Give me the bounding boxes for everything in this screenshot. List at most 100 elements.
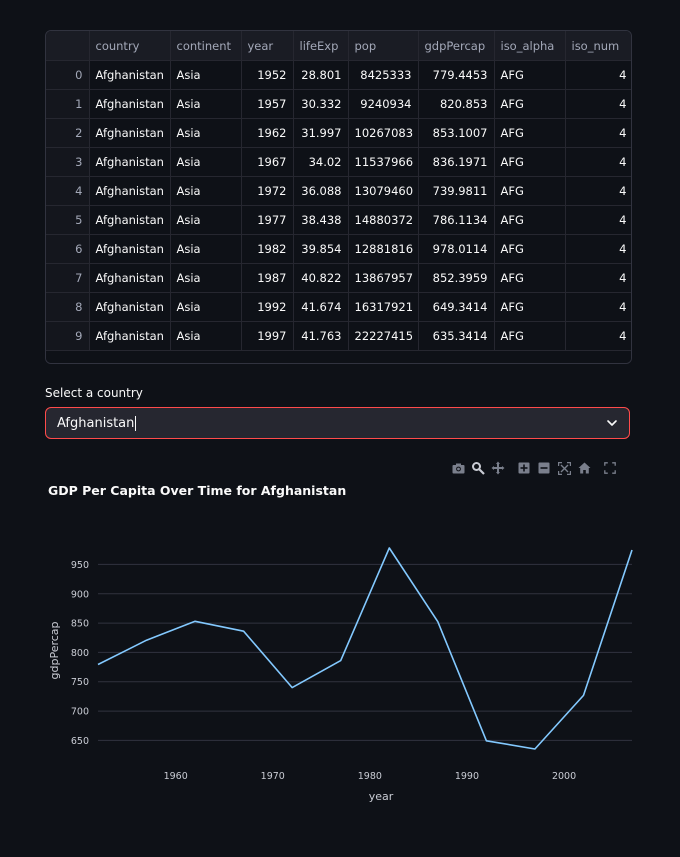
table-cell[interactable]: 41.763 [293, 321, 349, 351]
chevron-down-icon[interactable] [605, 416, 619, 430]
table-cell[interactable]: Asia [170, 321, 242, 351]
row-index-cell[interactable]: 6 [46, 234, 90, 264]
row-index-cell[interactable]: 5 [46, 205, 90, 235]
table-cell[interactable]: AFG [494, 292, 566, 322]
table-cell[interactable]: 978.0114 [418, 234, 495, 264]
table-cell[interactable]: 1967 [241, 147, 294, 177]
table-cell[interactable]: Asia [170, 263, 242, 293]
autoscale-icon[interactable] [556, 460, 572, 476]
table-cell[interactable]: 31.997 [293, 118, 349, 148]
table-cell[interactable]: 9240934 [348, 89, 419, 119]
table-cell[interactable]: 4 [565, 321, 631, 351]
table-cell[interactable]: Asia [170, 176, 242, 206]
zoom-out-icon[interactable] [536, 460, 552, 476]
dataframe[interactable]: country continent year lifeExp pop gdpPercap i… [45, 30, 632, 364]
table-cell[interactable]: 16317921 [348, 292, 419, 322]
table-cell[interactable]: Afghanistan [89, 176, 171, 206]
table-cell[interactable]: 4 [565, 118, 631, 148]
table-cell[interactable]: 1972 [241, 176, 294, 206]
table-cell[interactable]: Afghanistan [89, 89, 171, 119]
table-cell[interactable]: 13079460 [348, 176, 419, 206]
table-cell[interactable]: Asia [170, 60, 242, 90]
line-chart[interactable]: GDP Per Capita Over Time for Afghanistan… [0, 470, 680, 820]
row-index-cell[interactable]: 9 [46, 321, 90, 351]
table-cell[interactable]: 28.801 [293, 60, 349, 90]
column-header[interactable]: pop [348, 31, 419, 61]
table-cell[interactable]: 38.438 [293, 205, 349, 235]
row-index-cell[interactable]: 1 [46, 89, 90, 119]
column-header[interactable]: iso_num [565, 31, 631, 61]
table-cell[interactable]: AFG [494, 60, 566, 90]
row-index-cell[interactable]: 4 [46, 176, 90, 206]
table-cell[interactable]: Asia [170, 292, 242, 322]
table-cell[interactable]: 12881816 [348, 234, 419, 264]
column-header[interactable]: gdpPercap [418, 31, 495, 61]
table-cell[interactable]: Afghanistan [89, 321, 171, 351]
table-cell[interactable]: Asia [170, 205, 242, 235]
column-header[interactable]: lifeExp [293, 31, 349, 61]
country-select-value[interactable]: Afghanistan [57, 415, 137, 431]
table-cell[interactable]: 1962 [241, 118, 294, 148]
table-cell[interactable]: 40.822 [293, 263, 349, 293]
table-cell[interactable]: 852.3959 [418, 263, 495, 293]
table-cell[interactable]: 10267083 [348, 118, 419, 148]
index-header[interactable] [46, 31, 90, 61]
table-cell[interactable]: AFG [494, 147, 566, 177]
table-cell[interactable]: Afghanistan [89, 118, 171, 148]
table-cell[interactable]: Afghanistan [89, 147, 171, 177]
table-cell[interactable]: 11537966 [348, 147, 419, 177]
table-cell[interactable]: 39.854 [293, 234, 349, 264]
table-cell[interactable]: 779.4453 [418, 60, 495, 90]
table-cell[interactable]: 14880372 [348, 205, 419, 235]
table-cell[interactable]: AFG [494, 321, 566, 351]
table-cell[interactable]: 649.3414 [418, 292, 495, 322]
table-cell[interactable]: 4 [565, 205, 631, 235]
table-cell[interactable]: AFG [494, 118, 566, 148]
fullscreen-icon[interactable] [602, 460, 618, 476]
table-cell[interactable]: AFG [494, 263, 566, 293]
row-index-cell[interactable]: 3 [46, 147, 90, 177]
table-cell[interactable]: 1997 [241, 321, 294, 351]
table-cell[interactable]: 13867957 [348, 263, 419, 293]
row-index-cell[interactable]: 8 [46, 292, 90, 322]
table-cell[interactable]: 836.1971 [418, 147, 495, 177]
row-index-cell[interactable]: 2 [46, 118, 90, 148]
table-cell[interactable]: AFG [494, 234, 566, 264]
table-cell[interactable]: 786.1134 [418, 205, 495, 235]
table-cell[interactable]: AFG [494, 89, 566, 119]
table-cell[interactable]: 4 [565, 263, 631, 293]
table-cell[interactable]: 635.3414 [418, 321, 495, 351]
column-header[interactable]: country [89, 31, 171, 61]
table-cell[interactable]: 1992 [241, 292, 294, 322]
table-cell[interactable]: AFG [494, 205, 566, 235]
table-cell[interactable]: 1987 [241, 263, 294, 293]
camera-icon[interactable] [450, 460, 466, 476]
table-cell[interactable]: 8425333 [348, 60, 419, 90]
table-cell[interactable]: 30.332 [293, 89, 349, 119]
zoom-in-icon[interactable] [516, 460, 532, 476]
zoom-icon[interactable] [470, 460, 486, 476]
reset-axes-icon[interactable] [576, 460, 592, 476]
table-cell[interactable]: 853.1007 [418, 118, 495, 148]
table-cell[interactable]: 4 [565, 89, 631, 119]
table-cell[interactable]: 4 [565, 176, 631, 206]
table-cell[interactable]: 4 [565, 234, 631, 264]
row-index-cell[interactable]: 7 [46, 263, 90, 293]
column-header[interactable]: year [241, 31, 294, 61]
table-cell[interactable]: 4 [565, 147, 631, 177]
table-cell[interactable]: Asia [170, 147, 242, 177]
table-cell[interactable]: Asia [170, 118, 242, 148]
table-cell[interactable]: AFG [494, 176, 566, 206]
column-header[interactable]: iso_alpha [494, 31, 566, 61]
table-cell[interactable]: Afghanistan [89, 234, 171, 264]
column-header[interactable]: continent [170, 31, 242, 61]
table-cell[interactable]: Afghanistan [89, 60, 171, 90]
table-cell[interactable]: Afghanistan [89, 205, 171, 235]
table-cell[interactable]: 36.088 [293, 176, 349, 206]
row-index-cell[interactable]: 0 [46, 60, 90, 90]
table-cell[interactable]: 41.674 [293, 292, 349, 322]
pan-icon[interactable] [490, 460, 506, 476]
table-cell[interactable]: Afghanistan [89, 263, 171, 293]
table-cell[interactable]: Asia [170, 234, 242, 264]
table-cell[interactable]: 820.853 [418, 89, 495, 119]
